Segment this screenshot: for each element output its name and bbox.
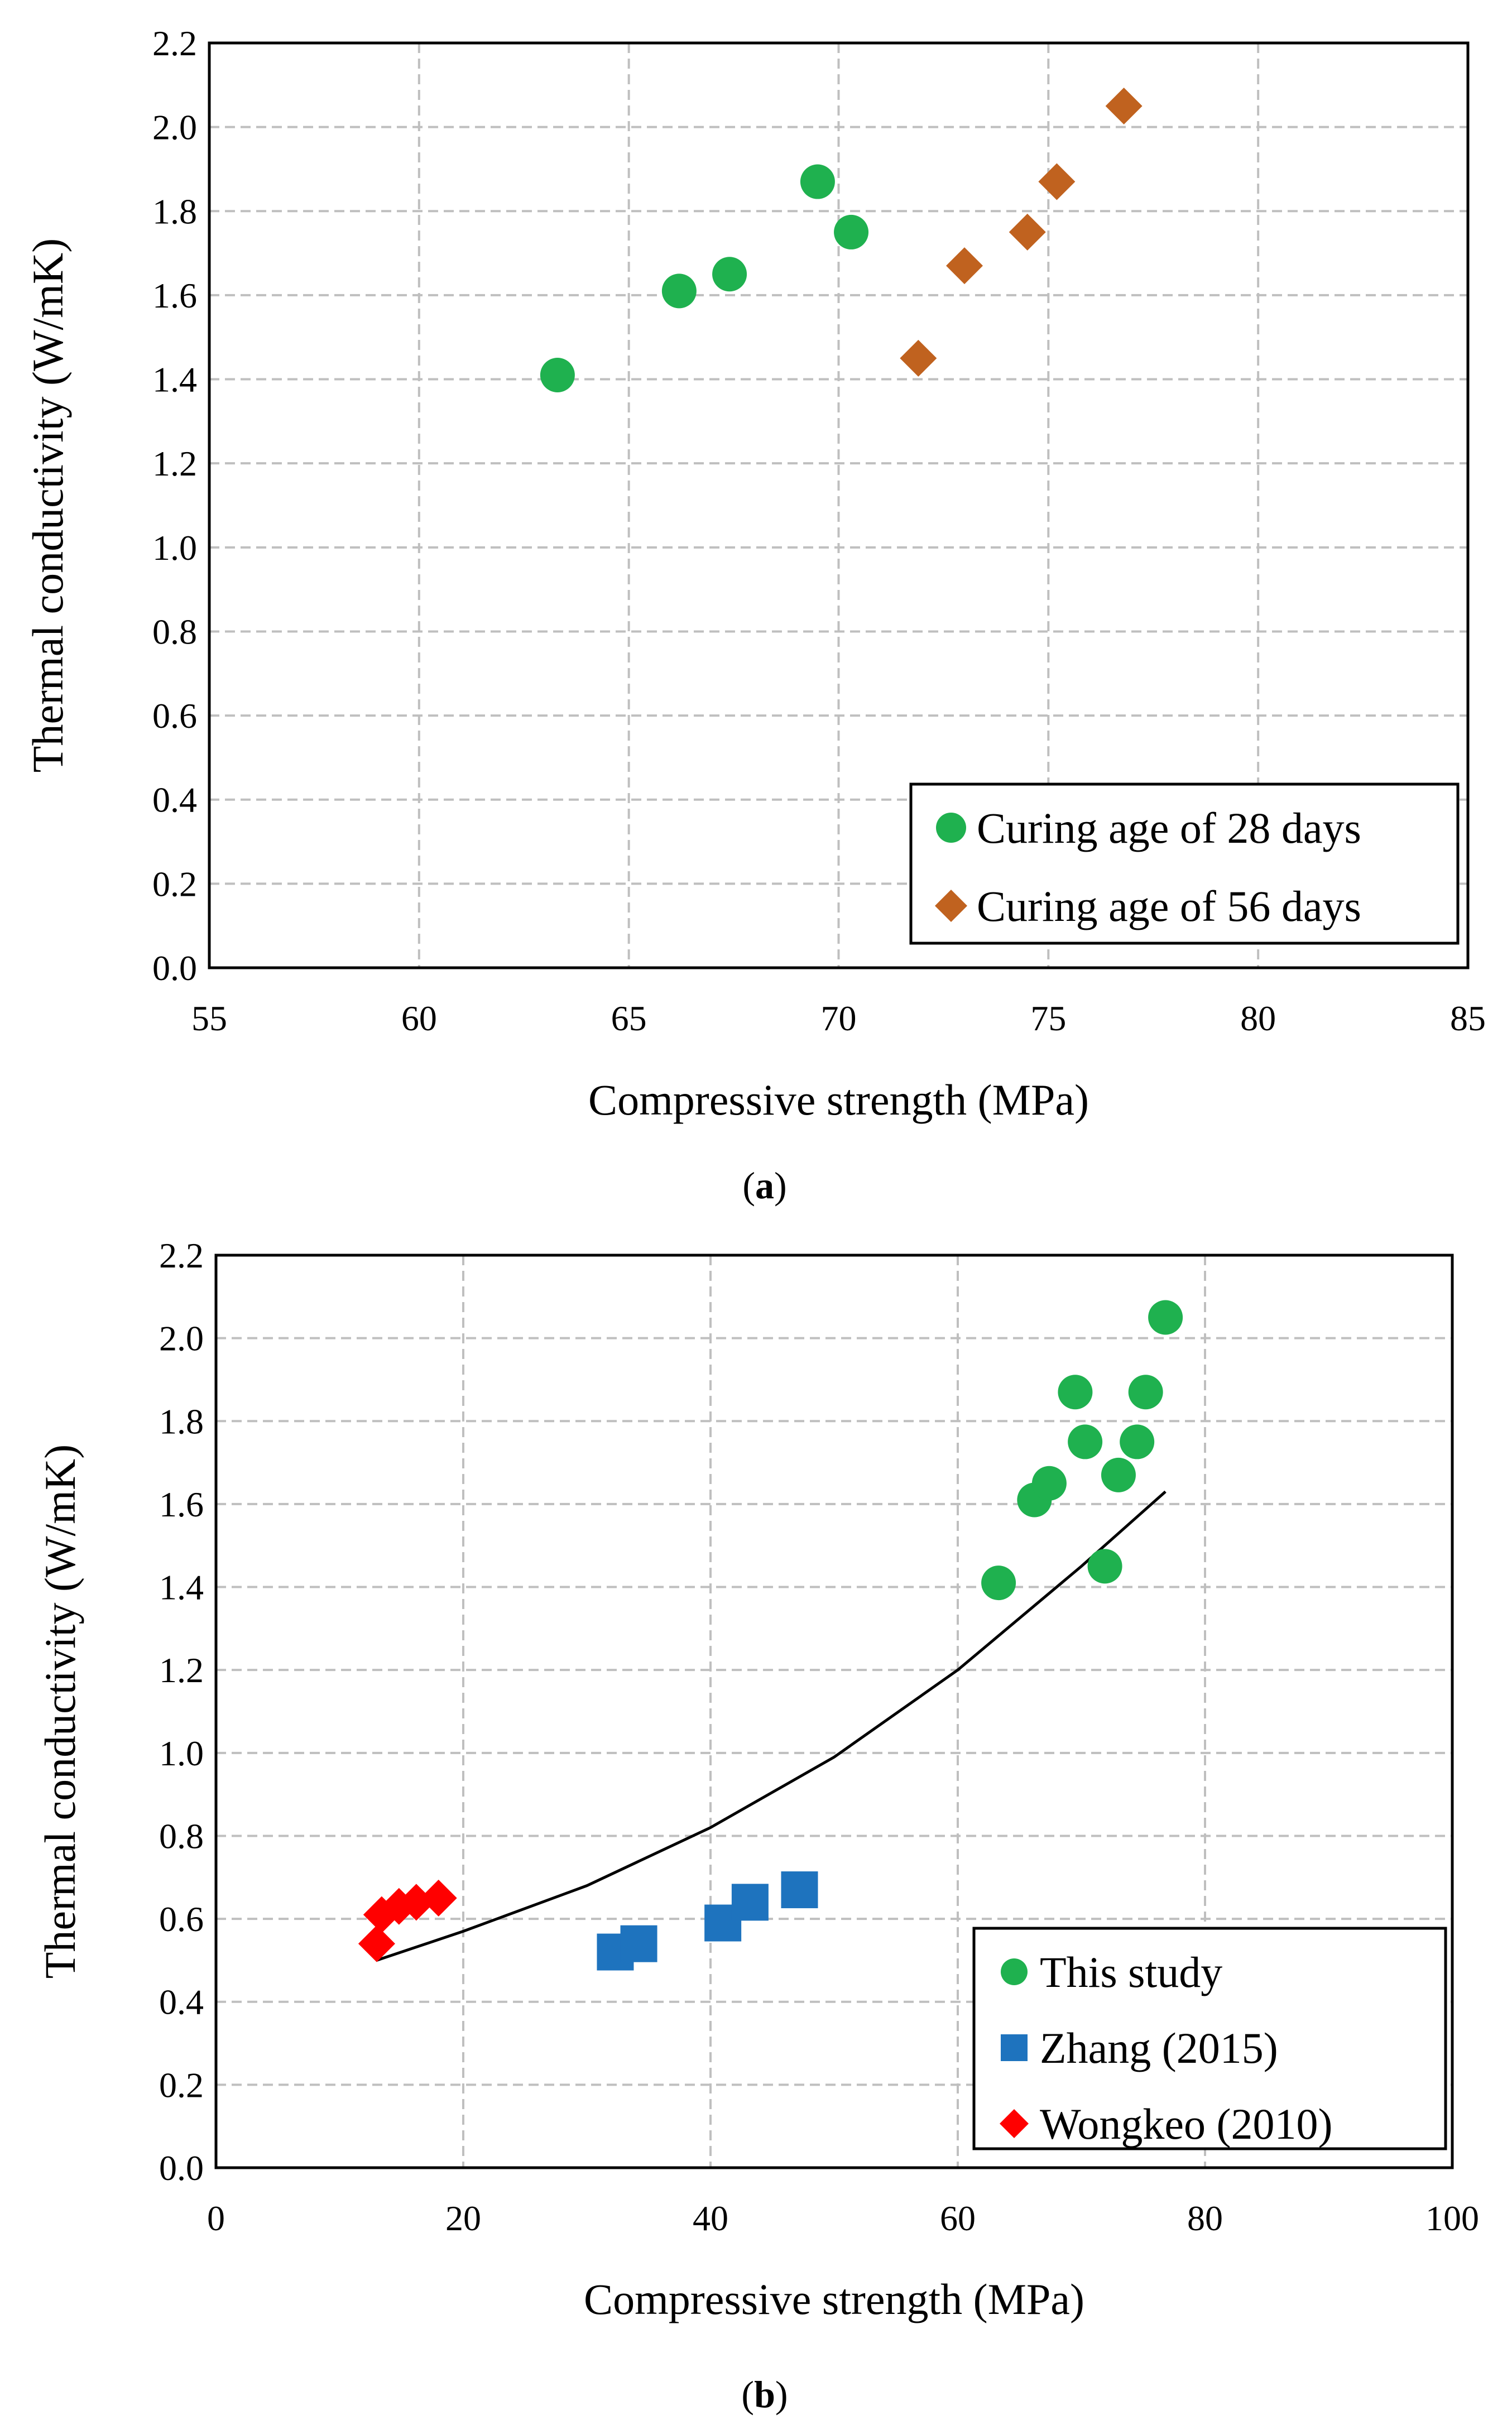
chart-b-x-axis-label: Compressive strength (MPa) [584, 2275, 1084, 2323]
data-point [1101, 1457, 1136, 1492]
data-point [420, 1879, 457, 1917]
data-point [800, 164, 835, 199]
x-tick-label: 60 [940, 2198, 976, 2238]
data-point [620, 1925, 657, 1962]
legend-entry-label: Curing age of 56 days [977, 882, 1361, 930]
data-point [1120, 1424, 1155, 1459]
data-point [834, 214, 869, 249]
data-point [1105, 87, 1143, 124]
data-point [1148, 1300, 1183, 1335]
chart-a-points [540, 87, 1143, 393]
legend-marker [936, 813, 966, 843]
y-tick-label: 1.4 [152, 360, 197, 400]
y-tick-label: 0.0 [152, 948, 197, 988]
chart-a: 0.0 0.2 0.4 0.6 0.8 1.0 1.2 1.4 1.6 1.8 2.0 2.2 55 6… [23, 23, 1486, 1207]
y-tick-label: 1.0 [152, 528, 197, 568]
data-point [731, 1884, 769, 1921]
chart-b-x-tick-labels: 0 20 40 60 80 100 [207, 2198, 1479, 2238]
y-tick-label: 2.2 [159, 1236, 204, 1275]
legend-marker [1000, 2109, 1029, 2138]
data-point [1038, 163, 1076, 200]
data-point [1068, 1424, 1103, 1459]
data-point [1009, 213, 1046, 251]
y-tick-label: 1.2 [152, 444, 197, 483]
data-point [900, 339, 937, 377]
data-point [1058, 1375, 1093, 1410]
y-tick-label: 0.0 [159, 2148, 204, 2188]
x-tick-label: 70 [821, 998, 857, 1038]
x-tick-label: 100 [1425, 2198, 1479, 2238]
chart-b-plot-frame [214, 1254, 1454, 2169]
legend-box [909, 782, 1460, 945]
data-point [781, 1871, 818, 1909]
data-point [981, 1566, 1016, 1601]
x-tick-label: 20 [445, 2198, 481, 2238]
x-tick-label: 75 [1030, 998, 1066, 1038]
chart-b-y-tick-labels: 0.0 0.2 0.4 0.6 0.8 1.0 1.2 1.4 1.6 1.8 2.0 2.2 [159, 1236, 204, 2188]
y-tick-label: 1.0 [159, 1733, 204, 1773]
y-tick-label: 0.2 [159, 2065, 204, 2105]
chart-b-legend: This study Zhang (2015) Wongkeo (2010) [972, 1927, 1447, 2150]
data-point [1087, 1549, 1122, 1584]
y-tick-label: 1.8 [152, 191, 197, 231]
chart-b-y-axis-label: Thermal conductivity (W/mK) [36, 1444, 84, 1979]
y-tick-label: 1.8 [159, 1401, 204, 1441]
y-tick-label: 0.6 [152, 696, 197, 736]
chart-b-caption: (b) [741, 2373, 788, 2416]
chart-a-x-axis-label: Compressive strength (MPa) [588, 1075, 1089, 1124]
legend-marker [1001, 1958, 1028, 1985]
chart-a-caption: (a) [742, 1164, 786, 1207]
data-point [712, 257, 747, 292]
x-tick-label: 80 [1187, 2198, 1223, 2238]
legend-marker [1001, 2034, 1028, 2061]
chart-a-x-tick-labels: 55 60 65 70 75 80 85 [191, 998, 1486, 1038]
legend-entry-label: This study [1040, 1948, 1222, 1996]
x-tick-label: 0 [207, 2198, 225, 2238]
x-tick-label: 85 [1450, 998, 1486, 1038]
y-tick-label: 0.8 [152, 612, 197, 651]
y-tick-label: 0.4 [152, 780, 197, 820]
y-tick-label: 0.2 [152, 864, 197, 904]
chart-a-y-axis-label: Thermal conductivity (W/mK) [23, 238, 72, 772]
y-tick-label: 1.4 [159, 1568, 204, 1607]
chart-b-points [358, 1300, 1183, 1971]
data-point [1031, 1466, 1067, 1501]
trendline [376, 1490, 1167, 1962]
chart-a-y-tick-labels: 0.0 0.2 0.4 0.6 0.8 1.0 1.2 1.4 1.6 1.8 2.0 2.2 [152, 23, 197, 988]
legend-entry-label: Curing age of 28 days [977, 804, 1361, 852]
x-tick-label: 55 [191, 998, 227, 1038]
y-tick-label: 0.8 [159, 1816, 204, 1856]
chart-b: 0.0 0.2 0.4 0.6 0.8 1.0 1.2 1.4 1.6 1.8 2.0 2.2 0 20… [36, 1236, 1479, 2416]
x-tick-label: 40 [693, 2198, 728, 2238]
data-point [540, 358, 575, 393]
x-tick-label: 65 [611, 998, 647, 1038]
legend-entry-label: Wongkeo (2010) [1040, 2100, 1332, 2148]
chart-a-plot-frame [208, 41, 1470, 969]
legend-entry-label: Zhang (2015) [1040, 2024, 1278, 2072]
chart-a-legend: Curing age of 28 days Curing age of 56 da… [909, 782, 1460, 945]
data-point [946, 247, 983, 285]
y-tick-label: 1.6 [159, 1485, 204, 1524]
y-tick-label: 0.4 [159, 1982, 204, 2022]
y-tick-label: 1.6 [152, 276, 197, 315]
chart-b-gridlines [216, 1255, 1452, 2168]
x-tick-label: 80 [1240, 998, 1276, 1038]
data-point [358, 1925, 395, 1962]
y-tick-label: 1.2 [159, 1650, 204, 1690]
chart-b-trendline-group [376, 1490, 1167, 1962]
y-tick-label: 0.6 [159, 1899, 204, 1939]
data-point [1128, 1375, 1163, 1410]
legend-marker [935, 890, 967, 922]
legend-box [972, 1927, 1447, 2150]
y-tick-label: 2.0 [152, 108, 197, 147]
x-tick-label: 60 [401, 998, 437, 1038]
y-tick-label: 2.0 [159, 1319, 204, 1358]
y-tick-label: 2.2 [152, 23, 197, 63]
data-point [661, 273, 697, 309]
